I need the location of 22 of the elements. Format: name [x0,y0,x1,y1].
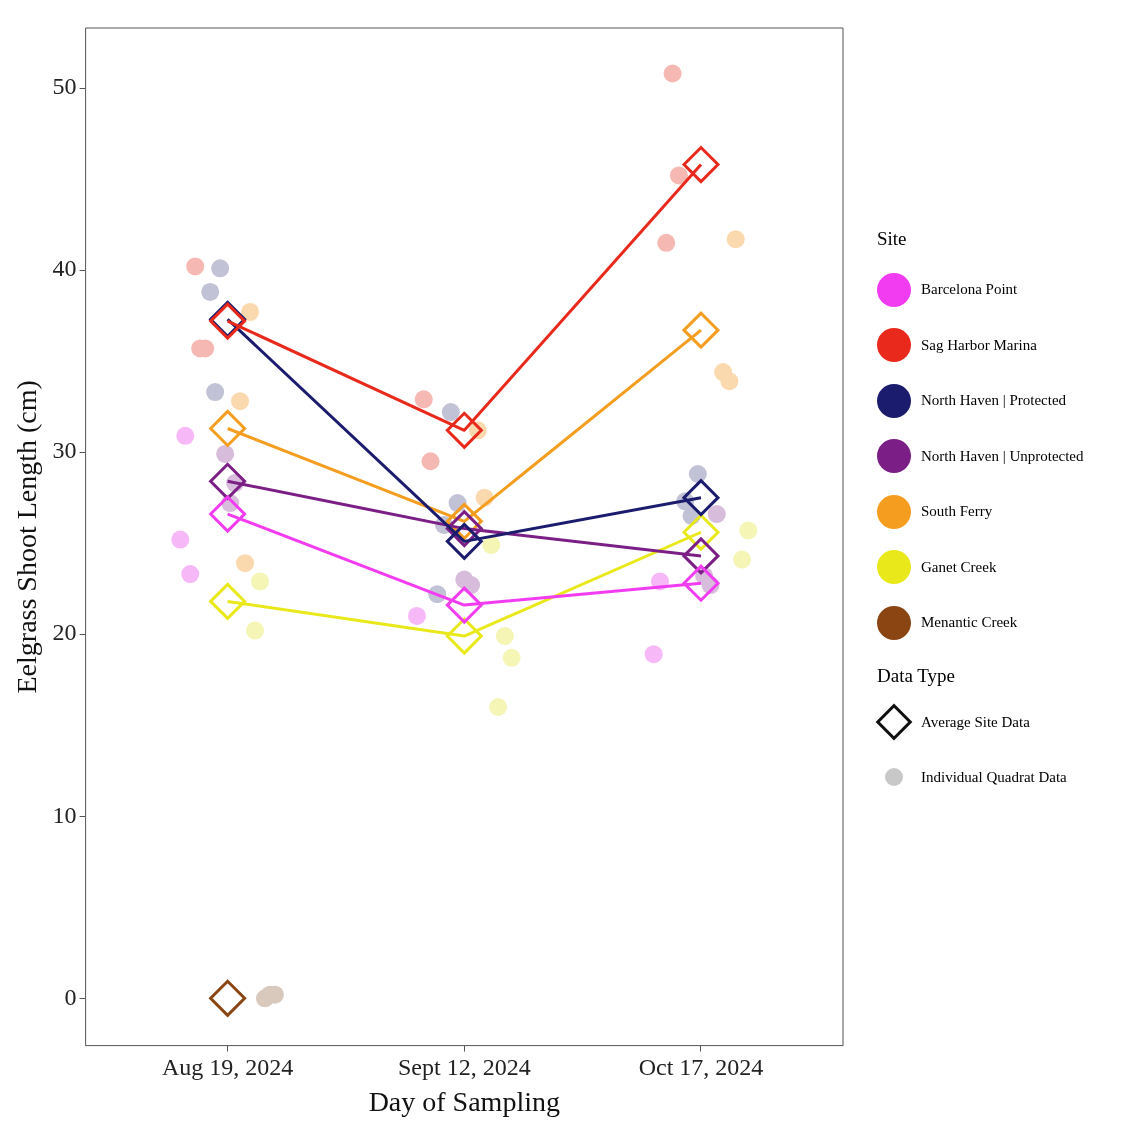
legend-label: North Haven | Protected [921,392,1067,410]
legend-label: Ganet Creek [921,558,997,576]
text: Data Type [877,664,956,687]
x-tick-label: Oct 17, 2024 [638,1054,764,1081]
legend-label: South Ferry [921,503,993,521]
x-axis-title: Day of Sampling [368,1085,560,1117]
y-tick-label: 40 [52,255,77,282]
legend-label: Sag Harbor Marina [921,336,1037,354]
y-tick-label: 0 [64,983,77,1010]
legend-label: Barcelona Point [921,281,1018,299]
y-tick-label: 20 [52,619,77,646]
text: Individual Quadrat Data [921,768,1067,786]
y-tick-label: 10 [52,801,77,828]
x-tick-label: Sept 12, 2024 [397,1054,531,1081]
y-tick-label: 30 [52,437,77,464]
legend-label: Menantic Creek [921,614,1018,632]
legend-title: Site [877,228,908,250]
legend-label: North Haven | Unprotected [921,447,1084,465]
x-tick-label: Aug 19, 2024 [161,1054,294,1081]
y-axis-title: Eelgrass Shoot Length (cm) [11,380,43,694]
y-tick-label: 50 [52,73,77,100]
text: Average Site Data [921,713,1030,731]
